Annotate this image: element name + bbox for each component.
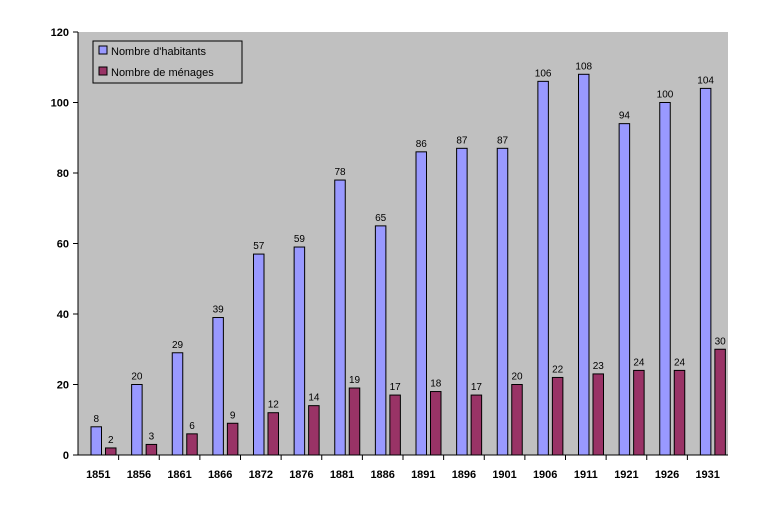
data-label-series-2-1881: 19 <box>349 375 361 386</box>
bar-series-2-1861 <box>186 433 198 456</box>
data-label-series-1-1911: 108 <box>575 61 592 72</box>
bar-series-2-1872 <box>267 412 279 456</box>
data-labels-group: 82 20 3 29 6 39 9 57 12 59 14 78 19 65 17 86 18 87 17 87 20 1… <box>93 61 726 446</box>
bar-series-1-1891 <box>415 151 427 456</box>
bar-series-2-1881 <box>348 387 361 456</box>
bar-series-2-1876 <box>308 405 320 456</box>
x-tick-label-1901: 1901 <box>492 469 516 481</box>
x-tick-label-1891: 1891 <box>411 469 435 481</box>
bar-series-1-1866 <box>212 317 224 456</box>
data-label-series-2-1866: 9 <box>230 410 236 421</box>
data-label-series-2-1861: 6 <box>189 421 195 432</box>
y-tick-label-100: 100 <box>51 98 69 110</box>
x-tick-label-1861: 1861 <box>167 469 191 481</box>
bar-series-2-1896 <box>470 394 483 456</box>
x-tick-label-1872: 1872 <box>249 469 273 481</box>
data-label-series-2-1931: 30 <box>715 336 727 347</box>
bar-series-1-1926 <box>659 102 671 456</box>
bar-series-2-1911 <box>592 373 604 456</box>
data-label-series-1-1866: 39 <box>213 305 225 316</box>
bar-series-2-1926 <box>673 369 686 456</box>
bar-series-1-1876 <box>293 246 306 456</box>
bar-series-2-1886 <box>389 394 401 456</box>
bar-series-1-1886 <box>374 225 387 456</box>
data-label-series-2-1896: 17 <box>471 382 483 393</box>
x-tick-label-1866: 1866 <box>208 469 232 481</box>
y-axis-ticks: 0 20 40 60 80 100 120 <box>51 27 78 462</box>
data-label-series-1-1931: 104 <box>697 75 714 86</box>
bar-series-2-1921 <box>633 369 645 456</box>
y-tick-label-40: 40 <box>57 309 69 321</box>
x-tick-label-1886: 1886 <box>370 469 394 481</box>
bar-series-1-1856 <box>131 384 143 456</box>
data-label-series-1-1921: 94 <box>619 111 631 122</box>
bar-series-1-1872 <box>253 253 265 456</box>
bar-series-1-1851 <box>90 426 102 456</box>
data-label-series-1-1881: 78 <box>334 167 346 178</box>
data-label-series-1-1851: 8 <box>93 414 99 425</box>
data-label-series-2-1891: 18 <box>430 379 442 390</box>
bar-series-1-1901 <box>496 147 509 456</box>
bar-series-2-1906 <box>551 376 564 456</box>
x-tick-label-1881: 1881 <box>330 469 354 481</box>
legend-swatch-series-1 <box>98 45 108 55</box>
data-label-series-1-1876: 59 <box>294 234 306 245</box>
data-label-series-2-1856: 3 <box>149 431 155 442</box>
bar-series-2-1856 <box>145 443 158 456</box>
data-label-series-1-1906: 106 <box>535 68 552 79</box>
legend-swatch-series-2 <box>98 66 108 76</box>
data-label-series-2-1876: 14 <box>308 393 320 404</box>
data-label-series-1-1896: 87 <box>456 135 468 146</box>
legend-label-series-1: Nombre d'habitants <box>111 46 207 58</box>
data-label-series-1-1886: 65 <box>375 213 387 224</box>
data-label-series-1-1861: 29 <box>172 340 184 351</box>
data-label-series-1-1856: 20 <box>131 372 143 383</box>
bar-series-2-1931 <box>714 348 726 456</box>
data-label-series-2-1906: 22 <box>552 364 564 375</box>
legend-label-series-2: Nombre de ménages <box>111 67 214 79</box>
data-label-series-1-1891: 86 <box>416 139 428 150</box>
x-axis-ticks: 1851 1856 1861 1866 1872 1876 1881 1886 1891 1896… <box>86 455 720 481</box>
bar-series-1-1861 <box>171 352 184 456</box>
bar-series-1-1931 <box>699 87 712 456</box>
y-tick-label-80: 80 <box>57 168 69 180</box>
data-label-series-2-1911: 23 <box>593 361 605 372</box>
legend: Nombre d'habitants Nombre de ménages <box>92 40 243 84</box>
data-label-series-2-1926: 24 <box>674 357 686 368</box>
x-tick-label-1856: 1856 <box>127 469 151 481</box>
bar-series-1-1881 <box>334 179 346 456</box>
data-label-series-1-1926: 100 <box>657 90 674 101</box>
x-tick-label-1851: 1851 <box>86 469 110 481</box>
bar-series-2-1901 <box>511 384 523 456</box>
legend-box <box>92 40 243 84</box>
bar-series-2-1866 <box>226 422 239 456</box>
bar-series-1-1896 <box>456 147 468 456</box>
data-label-series-2-1872: 12 <box>268 400 280 411</box>
bar-series-2-1891 <box>430 391 442 456</box>
bar-series-1-1911 <box>578 73 590 456</box>
data-label-series-1-1901: 87 <box>497 135 509 146</box>
x-tick-label-1876: 1876 <box>289 469 313 481</box>
y-tick-label-120: 120 <box>51 27 69 39</box>
x-tick-label-1921: 1921 <box>614 469 638 481</box>
data-label-series-2-1886: 17 <box>390 382 402 393</box>
y-tick-label-60: 60 <box>57 239 69 251</box>
data-label-series-2-1851: 2 <box>108 435 114 446</box>
x-tick-label-1926: 1926 <box>655 469 679 481</box>
bar-series-2-1851 <box>105 447 117 456</box>
y-tick-label-0: 0 <box>63 450 69 462</box>
y-tick-label-20: 20 <box>57 380 69 392</box>
data-label-series-2-1901: 20 <box>511 372 523 383</box>
x-tick-label-1911: 1911 <box>574 469 598 481</box>
data-label-series-1-1872: 57 <box>253 241 265 252</box>
bar-series-1-1921 <box>618 123 631 456</box>
x-tick-label-1906: 1906 <box>533 469 557 481</box>
x-tick-label-1931: 1931 <box>695 469 719 481</box>
bar-series-1-1906 <box>537 80 549 456</box>
x-tick-label-1896: 1896 <box>452 469 476 481</box>
data-label-series-2-1921: 24 <box>633 357 645 368</box>
